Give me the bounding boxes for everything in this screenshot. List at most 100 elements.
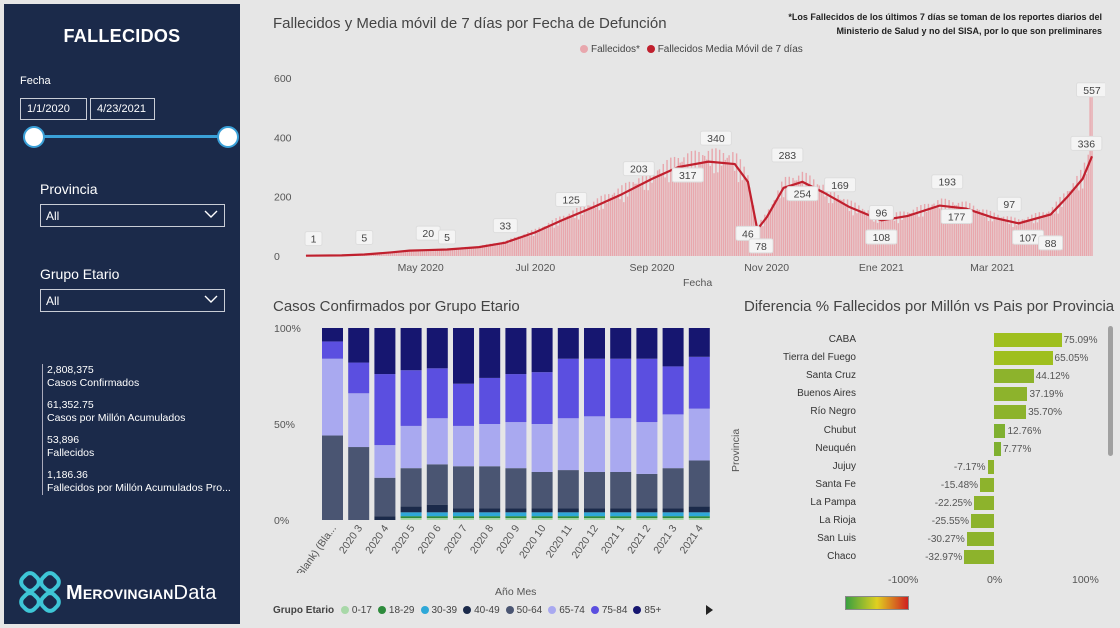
stack-segment-40-49 — [531, 508, 553, 513]
daily-death-bar — [431, 249, 433, 256]
legend-item-30-39[interactable]: 30-39 — [420, 605, 457, 616]
date-slider-track[interactable] — [38, 135, 232, 138]
y-tick-label: 200 — [274, 192, 292, 204]
daily-death-bar — [463, 249, 465, 256]
daily-death-bar — [643, 189, 646, 256]
daily-death-bar — [923, 203, 926, 256]
daily-death-bar — [993, 212, 995, 256]
stack-segment-0-17 — [584, 518, 605, 520]
daily-death-bar — [807, 193, 809, 256]
stack-segment-85+ — [531, 328, 553, 373]
stack-segment-18-29 — [400, 516, 422, 519]
date-slider-end-handle[interactable] — [217, 126, 239, 148]
daily-death-bar — [820, 190, 822, 256]
grupo-etario-dropdown[interactable]: All — [40, 289, 225, 312]
stack-segment-65-74 — [348, 393, 370, 448]
legend-item-85+[interactable]: 85+ — [633, 605, 661, 616]
stack-segment-85+ — [557, 328, 579, 359]
daily-death-bar — [938, 208, 941, 256]
daily-death-bar — [621, 185, 623, 256]
daily-death-bar — [404, 250, 407, 256]
daily-death-bar — [587, 205, 589, 256]
stack-segment-0-17 — [531, 518, 553, 520]
daily-death-bar — [656, 170, 659, 256]
data-label: 254 — [794, 189, 812, 201]
daily-death-bar — [764, 214, 766, 256]
legend-item-50-64[interactable]: 50-64 — [505, 605, 542, 616]
age-group-legend[interactable]: Grupo Etario 0-17 18-29 30-39 40-49 50-64 65-… — [273, 605, 667, 616]
data-label-box — [735, 225, 761, 241]
x-tick-label: Jul 2020 — [516, 262, 556, 274]
stack-segment-65-74 — [636, 422, 658, 474]
stack-segment-30-39 — [400, 512, 422, 517]
daily-death-bar — [914, 214, 916, 256]
daily-death-bar — [630, 190, 633, 256]
daily-deaths-chart[interactable]: 0 200 400 600 May 2020 Jul 2020 Sep 2020 Nov 20… — [270, 60, 1105, 295]
daily-deaths-legend[interactable]: Fallecidos* Fallecidos Media Móvil de 7 … — [580, 44, 803, 55]
daily-death-bar — [628, 181, 631, 256]
daily-death-bar — [1004, 220, 1007, 256]
daily-death-bar — [681, 161, 683, 256]
daily-death-bar — [980, 212, 982, 256]
legend-scroll-right-icon[interactable] — [706, 605, 714, 615]
daily-death-bar — [985, 209, 988, 256]
legend-item-65-74[interactable]: 65-74 — [548, 605, 585, 616]
daily-death-bar — [515, 239, 518, 256]
legend-label: 40-49 — [474, 605, 500, 616]
provincia-dropdown[interactable]: All — [40, 204, 225, 227]
province-bar — [971, 514, 994, 528]
stack-segment-65-74 — [505, 422, 527, 469]
province-y-axis-title: Provincia — [730, 428, 742, 472]
daily-death-bar — [451, 248, 454, 256]
legend-item-40-49[interactable]: 40-49 — [463, 605, 500, 616]
daily-death-bar — [641, 173, 644, 256]
daily-death-bar — [673, 156, 676, 256]
daily-death-bar — [559, 216, 561, 256]
province-value-label: 65.05% — [1054, 353, 1089, 365]
daily-death-bar — [1074, 189, 1076, 256]
date-from-input[interactable]: 1/1/2020 — [20, 98, 87, 120]
stack-segment-40-49 — [505, 508, 527, 513]
daily-death-bar — [922, 216, 924, 256]
legend-item-0-17[interactable]: 0-17 — [340, 605, 372, 616]
date-slider-start-handle[interactable] — [23, 126, 45, 148]
daily-death-bar — [666, 159, 668, 256]
daily-death-bar — [406, 250, 409, 256]
x-tick-label: (Blank) (Bla... — [293, 523, 339, 573]
daily-death-bar — [737, 182, 740, 256]
province-bar — [994, 441, 1001, 456]
data-label: 20 — [422, 228, 434, 240]
daily-death-bar — [391, 251, 394, 256]
daily-death-bar — [453, 248, 456, 256]
daily-death-bar — [604, 194, 606, 256]
province-chart-scrollbar[interactable] — [1108, 326, 1113, 456]
stack-segment-50-64 — [557, 470, 579, 509]
daily-death-bar — [547, 222, 550, 256]
data-label: 46 — [742, 228, 754, 240]
daily-death-bar — [860, 211, 862, 256]
stack-segment-30-39 — [531, 512, 553, 517]
stack-segment-65-74 — [479, 424, 501, 467]
legend-item-75-84[interactable]: 75-84 — [590, 605, 627, 616]
daily-death-bar — [527, 232, 529, 256]
province-label: Tierra del Fuego — [783, 352, 856, 364]
brand-logo-light: Data — [173, 582, 217, 604]
daily-death-bar — [982, 209, 984, 256]
daily-death-bar — [611, 194, 614, 256]
stack-segment-30-39 — [453, 512, 474, 517]
daily-death-bar — [794, 180, 796, 256]
daily-death-bar — [730, 163, 732, 256]
daily-death-bar — [457, 247, 460, 256]
legend-item-18-29[interactable]: 18-29 — [377, 605, 415, 616]
legend-bar-swatch — [580, 45, 588, 54]
daily-death-bar — [792, 177, 794, 256]
x-tick-label: 2020 5 — [389, 523, 417, 556]
stack-segment-65-74 — [557, 418, 579, 471]
date-to-input[interactable]: 4/23/2021 — [90, 98, 155, 120]
data-label: 169 — [831, 180, 849, 192]
daily-death-bar — [583, 205, 585, 256]
daily-death-bar — [967, 215, 969, 256]
daily-death-bar — [418, 251, 420, 256]
daily-death-bar — [940, 198, 943, 256]
